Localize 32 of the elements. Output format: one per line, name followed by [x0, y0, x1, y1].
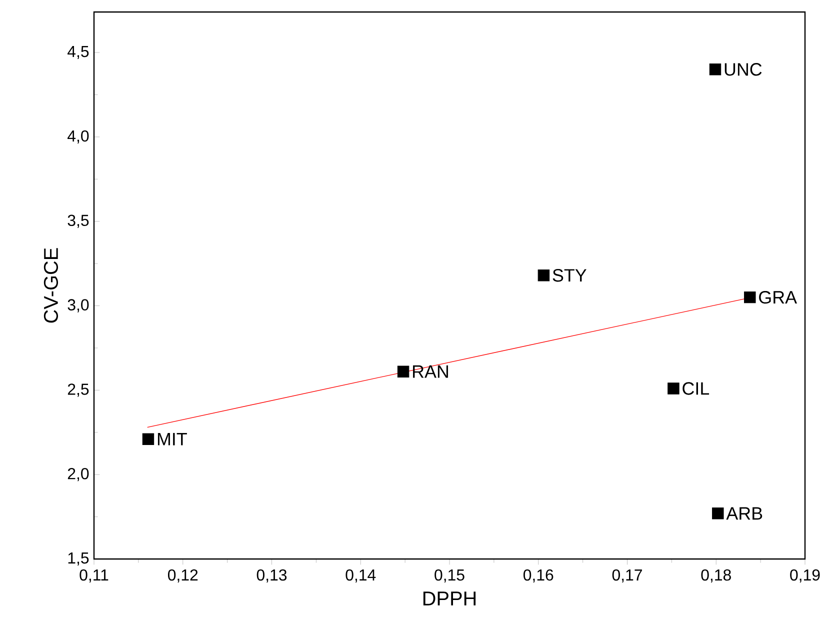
annotation: STY [552, 269, 586, 282]
annotation: RAN [413, 365, 448, 378]
y-tick-label: 4,5 [68, 46, 89, 60]
x-tick-label: 0,14 [346, 569, 376, 583]
y-tick-label: 1,5 [68, 552, 89, 566]
annotation: ARB [726, 507, 762, 520]
y-tick-label: 2,5 [68, 384, 89, 397]
annotation: UNC [724, 63, 762, 76]
x-axis-title: DPPH [423, 592, 476, 606]
x-tick-label: 0,12 [168, 569, 198, 583]
annotation: CIL [682, 382, 710, 395]
point [744, 291, 756, 304]
x-tick-label: 0,16 [523, 569, 554, 583]
y-tick-label: 3,5 [68, 214, 89, 228]
annotation: GRA [759, 290, 797, 304]
y-tick-label: 3,0 [68, 299, 89, 312]
annotation: MIT [158, 432, 187, 446]
y-tick-label: 2,0 [68, 468, 89, 482]
point [712, 508, 724, 520]
x-tick-label: 0,15 [434, 569, 464, 583]
point [668, 382, 680, 394]
point [538, 270, 550, 282]
x-tick-label: 0,17 [612, 569, 642, 583]
point [142, 433, 154, 445]
point [397, 366, 410, 378]
x-tick-label: 0,18 [701, 569, 731, 583]
y-tick-label: 4,0 [68, 130, 89, 144]
x-tick-label: 0,19 [790, 569, 820, 583]
x-tick-label: 0,11 [80, 569, 108, 583]
point [709, 64, 722, 76]
y-axis-title: CV-GCE [44, 248, 58, 323]
x-tick-label: 0,13 [256, 569, 287, 583]
